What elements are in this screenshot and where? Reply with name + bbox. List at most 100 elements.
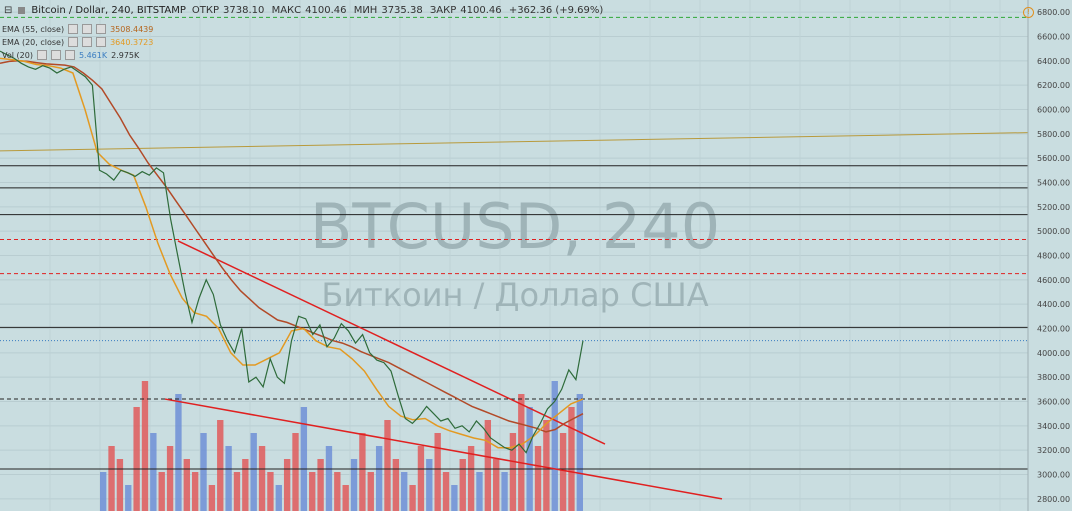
volume-bar <box>493 459 500 511</box>
tick-label: 3800.00 <box>1037 373 1070 382</box>
tick-label: 6000.00 <box>1037 106 1070 115</box>
volume-bar <box>350 459 358 511</box>
volume-bar <box>442 472 450 511</box>
trend-line-long <box>0 132 1029 152</box>
volume-bar <box>434 433 441 511</box>
tick-label: 5600.00 <box>1037 154 1070 163</box>
volume-bar <box>200 433 207 511</box>
ema55-line <box>0 60 584 433</box>
volume-bar <box>476 472 483 511</box>
trend-line-lower <box>164 398 723 500</box>
volume-bar <box>342 485 349 511</box>
volume-bar <box>317 459 324 511</box>
volume-bar <box>417 446 425 511</box>
volume-bar <box>501 472 508 511</box>
volume-bar <box>426 459 433 511</box>
settings-icon <box>82 37 93 47</box>
tick-label: 6600.00 <box>1037 33 1070 42</box>
tick-label: 5800.00 <box>1037 130 1070 139</box>
volume-bar <box>116 459 124 511</box>
tick-label: 2800.00 <box>1037 495 1070 504</box>
volume-bar <box>325 446 333 511</box>
watermark-title: BTCUSD, 240 <box>310 190 720 263</box>
volume-bar <box>467 446 475 511</box>
volume-bar <box>166 446 174 511</box>
price-series <box>0 50 584 454</box>
volume-bar <box>133 407 140 511</box>
volume-bar <box>534 446 542 511</box>
indicator-ema55[interactable]: EMA (55, close) 3508.4439 <box>2 24 154 34</box>
tick-label: 3400.00 <box>1037 422 1070 431</box>
volume-bar <box>392 459 400 511</box>
tick-label: 5000.00 <box>1037 227 1070 236</box>
volume-bar <box>543 420 550 511</box>
volume-bar <box>334 472 341 511</box>
volume-bar <box>309 472 316 511</box>
ema20-line <box>0 57 584 449</box>
volume-bar <box>125 485 132 511</box>
volume-bar <box>292 433 299 511</box>
volume-bar <box>233 472 241 511</box>
close-icon <box>64 50 75 60</box>
watermark-subtitle: Биткоин / Доллар США <box>321 276 708 314</box>
price-axis: 2800.00 3000.00 3200.00 3400.00 3600.00 3800.… <box>1027 0 1072 511</box>
volume-bar <box>141 381 149 511</box>
chart-logo-icon <box>18 6 26 14</box>
volume-bar <box>367 472 374 511</box>
visibility-icon <box>68 37 79 47</box>
trend-line-upper <box>177 240 606 445</box>
volume-bar <box>150 433 157 511</box>
tick-label: 5200.00 <box>1037 203 1070 212</box>
collapse-icon[interactable]: ⊟ <box>4 4 13 16</box>
volume-bar <box>568 407 575 511</box>
volume-bar <box>375 446 383 511</box>
volume-bar <box>384 420 391 511</box>
close-icon <box>96 37 107 47</box>
indicator-ema20[interactable]: EMA (20, close) 3640.3723 <box>2 37 154 47</box>
tick-label: 4200.00 <box>1037 325 1070 334</box>
volume-bar <box>559 433 567 511</box>
grid <box>0 0 1028 511</box>
volume-bar <box>401 472 408 511</box>
volume-bar <box>576 394 583 511</box>
volume-bar <box>526 407 533 511</box>
tick-label: 6200.00 <box>1037 81 1070 90</box>
volume-bar <box>275 485 282 511</box>
tick-label: 4600.00 <box>1037 276 1070 285</box>
tick-label: 6400.00 <box>1037 57 1070 66</box>
trend-lines <box>0 132 1029 500</box>
visibility-icon <box>68 24 79 34</box>
visibility-icon <box>36 50 47 60</box>
volume-bar <box>518 394 525 511</box>
watermark: BTCUSD, 240 Биткоин / Доллар США <box>310 190 720 314</box>
tick-label: 3600.00 <box>1037 398 1070 407</box>
tick-label: 3200.00 <box>1037 446 1070 455</box>
volume-bar <box>359 433 366 511</box>
volume-bar <box>409 485 416 511</box>
volume-bar <box>509 433 517 511</box>
volume-bar <box>217 420 224 511</box>
ohlc-readout: ОТКР 3738.10 МАКС 4100.46 МИН 3735.38 ЗАКР 4… <box>191 4 604 16</box>
volume-bar <box>258 446 266 511</box>
chart-header: ⊟ Bitcoin / Dollar, 240, BITSTAMP ОТКР 37… <box>0 0 1032 20</box>
volume-bar <box>283 459 291 511</box>
price-line <box>0 50 584 454</box>
settings-icon <box>82 24 93 34</box>
tick-label: 4400.00 <box>1037 300 1070 309</box>
volume-bar <box>250 433 257 511</box>
volume-bar <box>267 472 274 511</box>
volume-bar <box>108 446 115 511</box>
volume-bar <box>175 394 182 511</box>
symbol-title[interactable]: Bitcoin / Dollar, 240, BITSTAMP <box>31 4 186 16</box>
volume-bar <box>208 485 216 511</box>
volume-bar <box>459 459 466 511</box>
volume-bar <box>191 472 199 511</box>
volume-bar <box>225 446 232 511</box>
tick-label: 5400.00 <box>1037 179 1070 188</box>
alert-icon[interactable]: ! <box>1023 7 1034 18</box>
volume-bars <box>100 381 583 511</box>
indicator-volume[interactable]: Vol (20) 5.461K 2.975K <box>2 50 140 60</box>
volume-bar <box>100 472 107 511</box>
